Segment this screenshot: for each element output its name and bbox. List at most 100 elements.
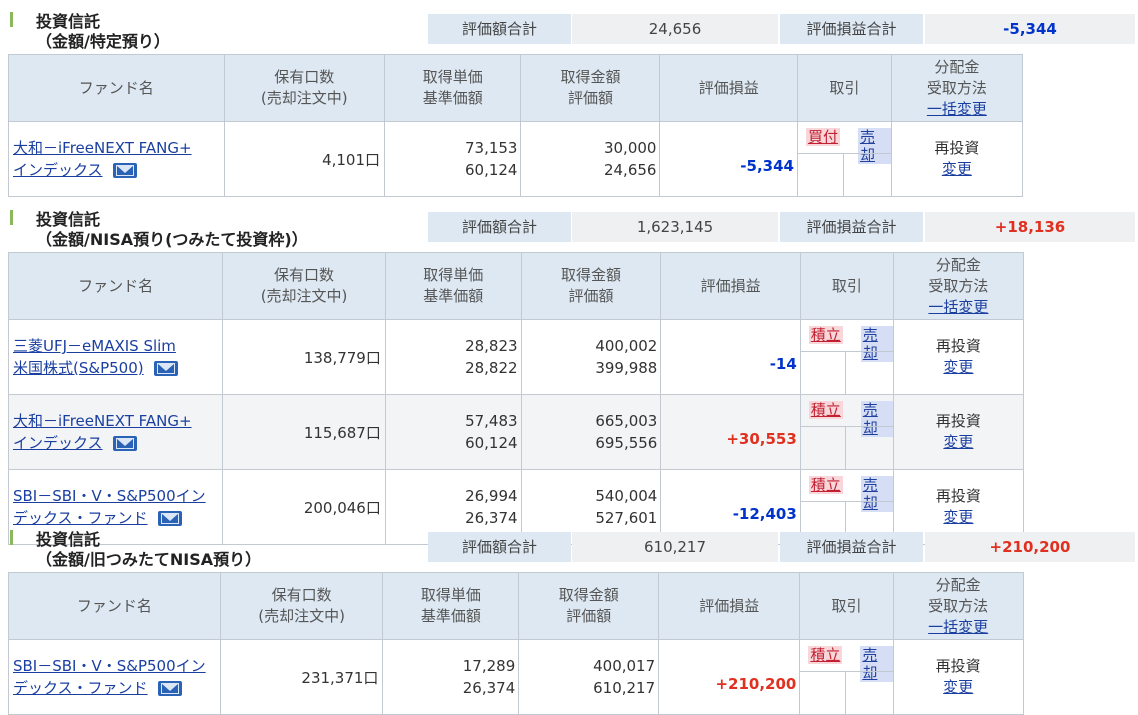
sell-button[interactable]: 売却 (860, 326, 893, 362)
distribution-cell: 再投資 変更 (890, 121, 1023, 197)
col-dist: 分配金 受取方法 一括変更 (890, 54, 1023, 122)
change-link[interactable]: 変更 (943, 433, 974, 451)
eval-total-value: 24,656 (572, 14, 778, 44)
sell-button[interactable]: 売却 (860, 476, 893, 512)
sell-button[interactable]: 売却 (860, 401, 893, 437)
holding-units: 115,687口 (222, 394, 386, 470)
col-unit: 取得単価 基準価額 (382, 572, 520, 640)
change-link[interactable]: 変更 (941, 160, 972, 178)
pl-total-label: 評価損益合計 (780, 532, 923, 562)
mail-icon[interactable] (112, 163, 137, 178)
distribution-method: 再投資 (934, 139, 980, 157)
profit-loss: +30,553 (660, 394, 801, 470)
holding-units: 138,779口 (222, 319, 386, 395)
col-trade: 取引 (799, 572, 894, 640)
accumulate-button[interactable]: 積立 (808, 646, 843, 664)
fund-link[interactable]: SBI－SBI・V・S&P500イン デックス・ファンド (13, 487, 206, 527)
trade-cell: 買付 売却 (796, 121, 892, 197)
pl-total-value: -5,344 (925, 14, 1135, 44)
holdings-table: ファンド名 保有口数 (売却注文中) 取得単価 基準価額 取得金額 評価額 評価損益 … (8, 572, 1138, 715)
col-amount: 取得金額 評価額 (518, 572, 660, 640)
section-accent-bar (10, 210, 13, 225)
pl-total-label: 評価損益合計 (780, 14, 923, 44)
accumulate-button[interactable]: 積立 (808, 401, 843, 419)
mail-icon[interactable] (153, 361, 178, 376)
distribution-cell: 再投資 変更 (892, 639, 1024, 715)
col-pl: 評価損益 (660, 252, 801, 320)
profit-loss: -14 (660, 319, 801, 395)
holding-units: 4,101口 (223, 121, 386, 197)
fund-link[interactable]: SBI－SBI・V・S&P500イン デックス・ファンド (13, 657, 206, 697)
mail-icon[interactable] (112, 436, 137, 451)
distribution-cell: 再投資 変更 (892, 394, 1024, 470)
profit-loss: -5,344 (659, 121, 798, 197)
col-unit: 取得単価 基準価額 (384, 252, 522, 320)
bulk-change-link[interactable]: 一括変更 (928, 297, 989, 316)
fund-name: SBI－SBI・V・S&P500イン デックス・ファンド (8, 639, 221, 715)
amount: 665,003 695,556 (520, 394, 662, 470)
fund-link[interactable]: 三菱UFJ－eMAXIS Slim 米国株式(S&P500) (13, 337, 178, 377)
fund-name: SBI－SBI・V・S&P500イン デックス・ファンド (7, 469, 224, 545)
bulk-change-link[interactable]: 一括変更 (926, 99, 987, 118)
eval-total-label: 評価額合計 (428, 14, 571, 44)
trade-cell: 積立 売却 (799, 394, 894, 470)
accumulate-button[interactable]: 積立 (808, 326, 843, 344)
fund-name: 大和－iFreeNEXT FANG+ インデックス (8, 121, 225, 197)
distribution-method: 再投資 (935, 657, 981, 675)
distribution-method: 再投資 (935, 412, 981, 430)
col-pl: 評価損益 (658, 572, 801, 640)
fund-name: 大和－iFreeNEXT FANG+ インデックス (7, 394, 224, 470)
sell-button[interactable]: 売却 (860, 646, 893, 682)
holdings-table: ファンド名 保有口数 (売却注文中) 取得単価 基準価額 取得金額 評価額 評価損益 … (7, 252, 1138, 545)
section-title-line2: （金額/旧つみたてNISA預り） (36, 550, 262, 569)
change-link[interactable]: 変更 (943, 508, 974, 526)
unit-price: 28,823 28,822 (384, 319, 522, 395)
distribution-method: 再投資 (935, 487, 981, 505)
table-row: 三菱UFJ－eMAXIS Slim 米国株式(S&P500) 138,779口 2… (7, 319, 1138, 395)
section-accent-bar (10, 530, 13, 545)
mail-icon[interactable] (157, 681, 182, 696)
buy-button[interactable]: 買付 (805, 128, 840, 146)
eval-total-label: 評価額合計 (428, 212, 571, 242)
mail-icon[interactable] (157, 511, 182, 526)
change-link[interactable]: 変更 (943, 678, 974, 696)
table-row: 大和－iFreeNEXT FANG+ インデックス 4,101口 73,153 60… (8, 121, 1138, 197)
col-holding: 保有口数 (売却注文中) (223, 54, 386, 122)
col-fund: ファンド名 (7, 252, 224, 320)
fund-link[interactable]: 大和－iFreeNEXT FANG+ インデックス (13, 412, 192, 452)
col-trade: 取引 (799, 252, 894, 320)
col-trade: 取引 (796, 54, 892, 122)
bulk-change-link[interactable]: 一括変更 (928, 617, 989, 636)
pl-total-value: +210,200 (925, 532, 1135, 562)
section-accent-bar (10, 12, 13, 27)
fund-link[interactable]: 大和－iFreeNEXT FANG+ インデックス (13, 139, 192, 179)
col-pl: 評価損益 (659, 54, 798, 122)
section-title-line1: 投資信託 (36, 530, 101, 549)
distribution-cell: 再投資 変更 (892, 319, 1024, 395)
amount: 30,000 24,656 (520, 121, 661, 197)
col-fund: ファンド名 (8, 54, 225, 122)
unit-price: 57,483 60,124 (384, 394, 522, 470)
fund-name: 三菱UFJ－eMAXIS Slim 米国株式(S&P500) (7, 319, 224, 395)
eval-total-value: 610,217 (572, 532, 778, 562)
holdings-table: ファンド名 保有口数 (売却注文中) 取得単価 基準価額 取得金額 評価額 評価損益 … (8, 54, 1138, 197)
accumulate-button[interactable]: 積立 (808, 476, 843, 494)
sell-button[interactable]: 売却 (857, 128, 891, 164)
trade-cell: 積立 売却 (799, 319, 894, 395)
col-amount: 取得金額 評価額 (520, 252, 662, 320)
holding-units: 200,046口 (222, 469, 386, 545)
table-row: SBI－SBI・V・S&P500イン デックス・ファンド 231,371口 17,… (8, 639, 1138, 715)
unit-price: 73,153 60,124 (384, 121, 522, 197)
change-link[interactable]: 変更 (943, 358, 974, 376)
col-amount: 取得金額 評価額 (520, 54, 661, 122)
table-row: 大和－iFreeNEXT FANG+ インデックス 115,687口 57,483… (7, 394, 1138, 470)
eval-total-value: 1,623,145 (572, 212, 778, 242)
unit-price: 17,289 26,374 (382, 639, 520, 715)
col-fund: ファンド名 (8, 572, 221, 640)
section-title-line1: 投資信託 (36, 12, 101, 31)
amount: 400,002 399,988 (520, 319, 662, 395)
section-title-line2: （金額/NISA預り(つみたて投資枠)） (36, 230, 308, 249)
col-unit: 取得単価 基準価額 (384, 54, 522, 122)
col-holding: 保有口数 (売却注文中) (222, 252, 386, 320)
pl-total-value: +18,136 (925, 212, 1135, 242)
